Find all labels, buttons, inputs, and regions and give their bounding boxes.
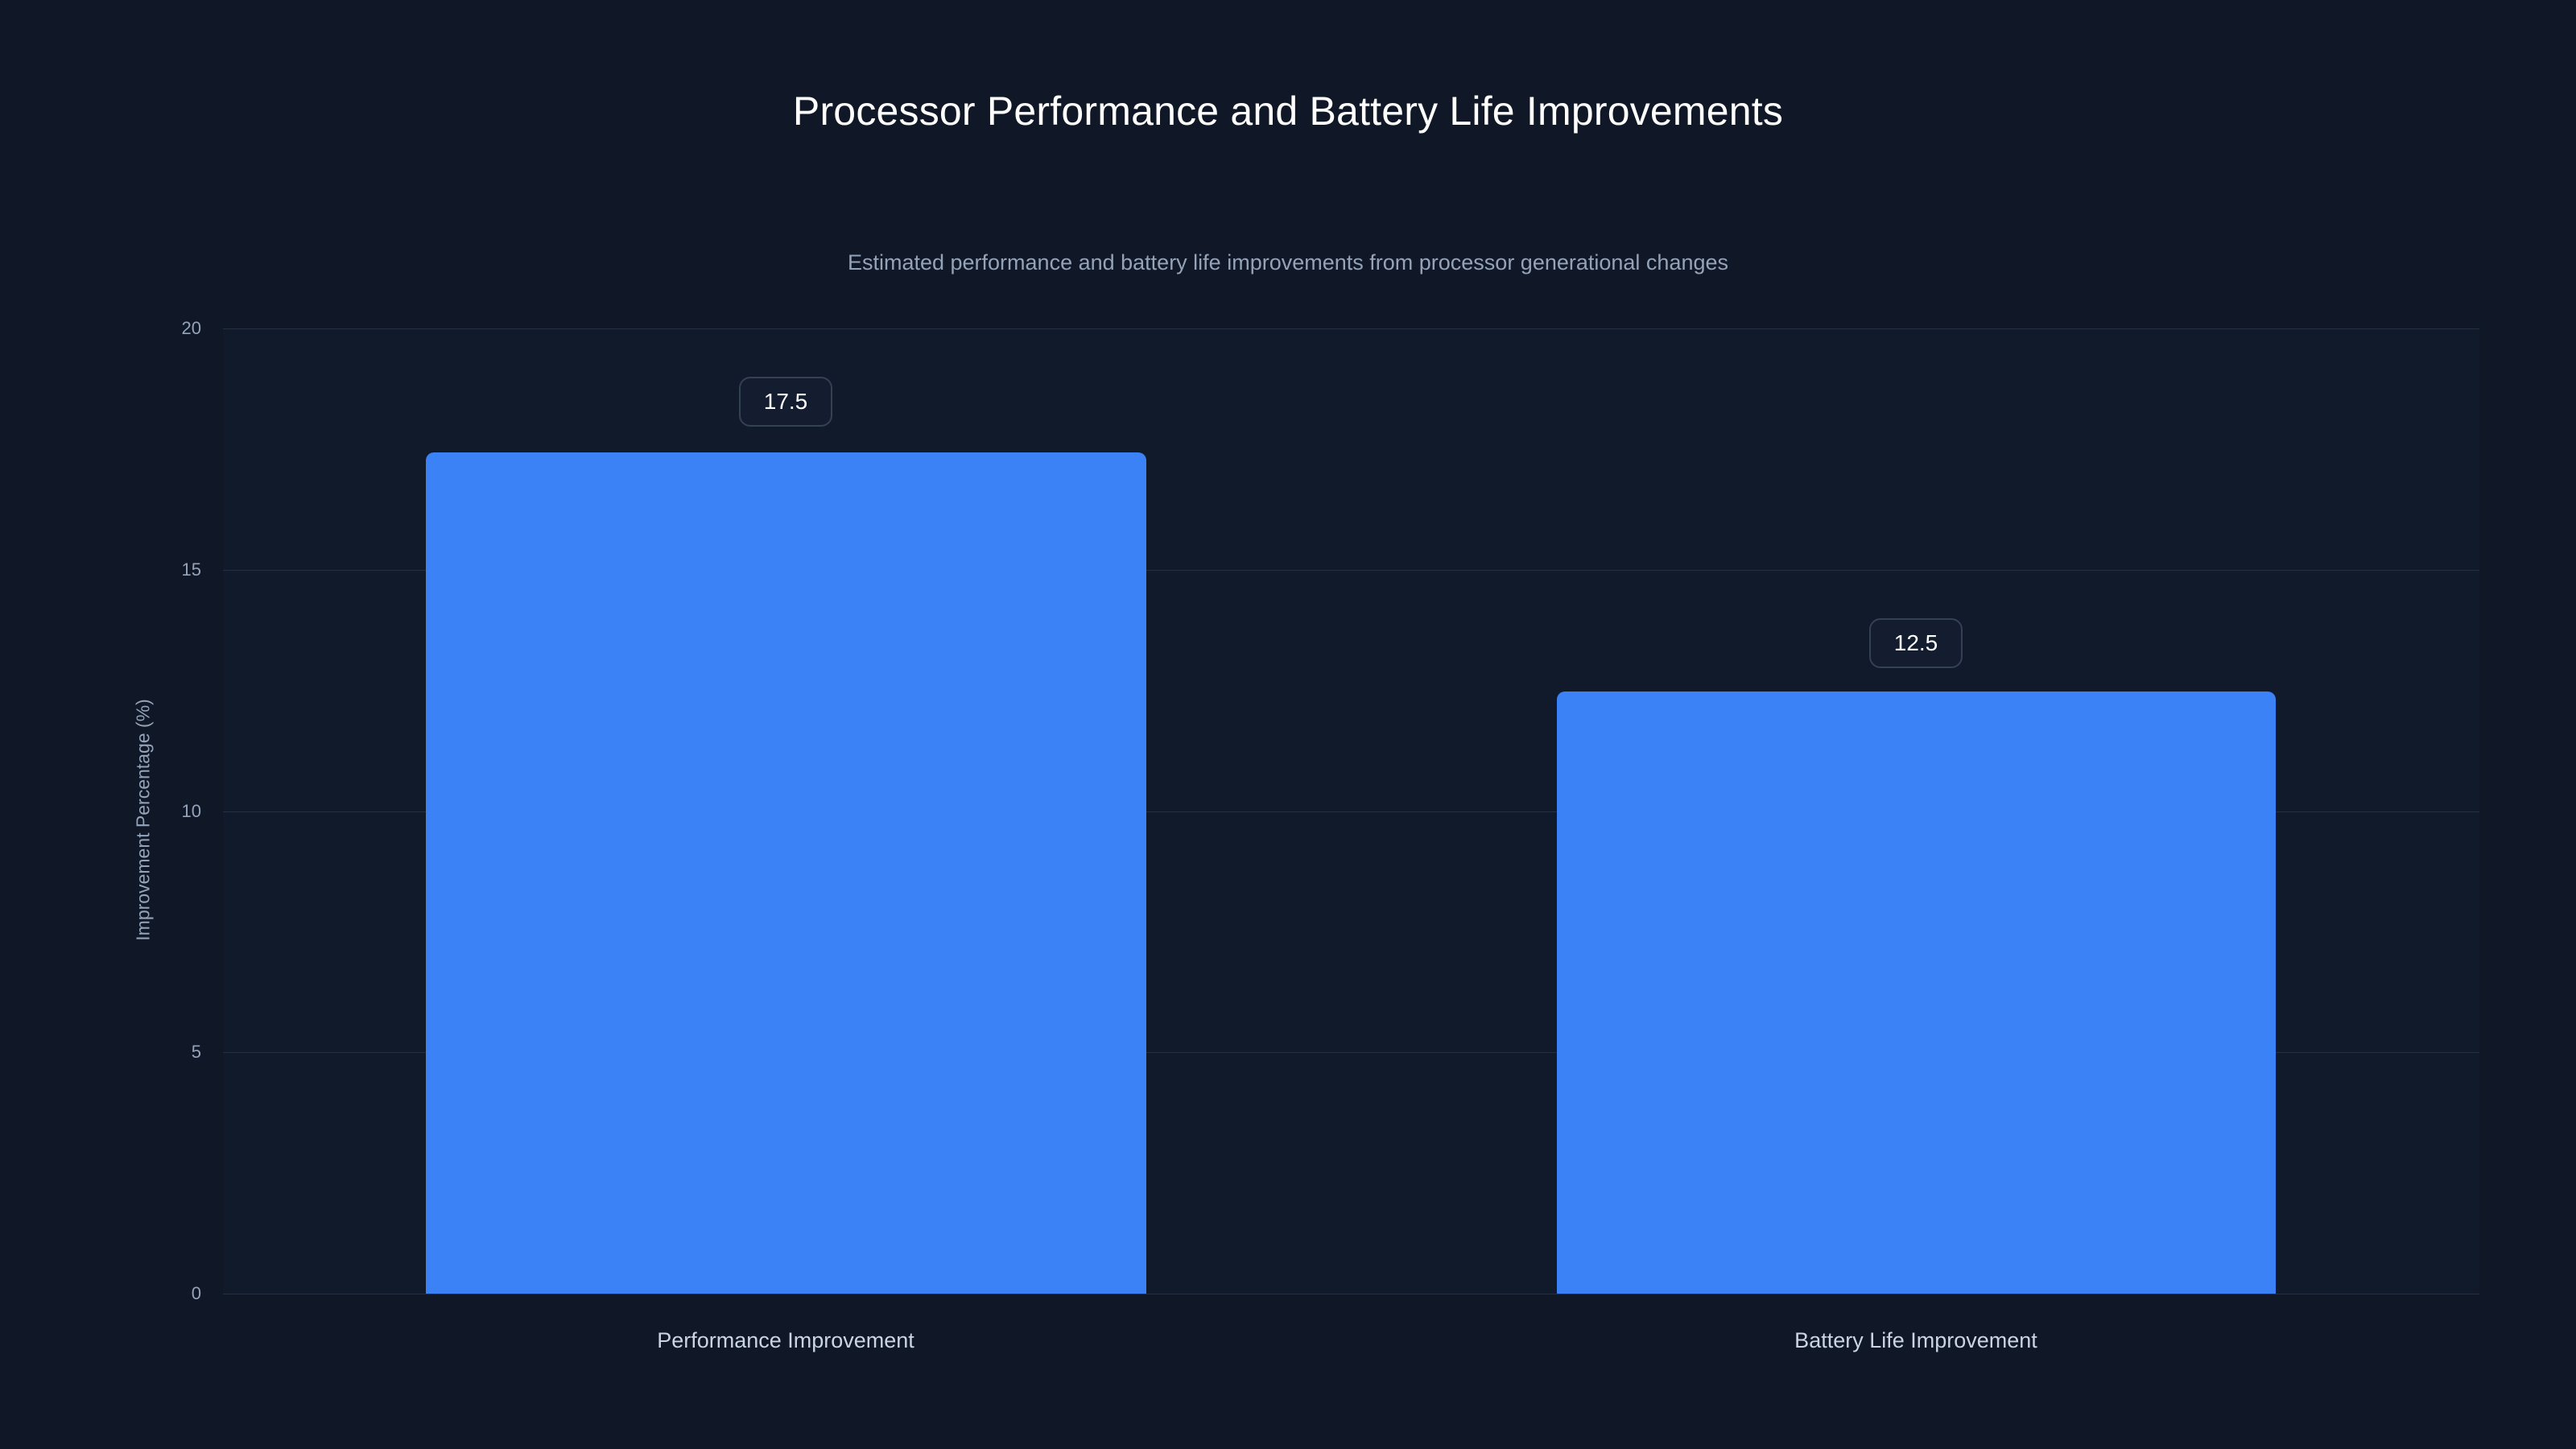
y-axis-title: Improvement Percentage (%) xyxy=(132,699,154,941)
chart-subtitle: Estimated performance and battery life i… xyxy=(847,250,1729,275)
y-axis-ticks: 20 15 10 5 0 xyxy=(113,0,201,1449)
gridline-5 xyxy=(223,1052,2479,1053)
x-tick-performance-improvement: Performance Improvement xyxy=(657,1328,914,1352)
gridline-15 xyxy=(223,570,2479,571)
bar-performance-improvement[interactable] xyxy=(426,452,1146,1294)
x-tick-battery-life-improvement: Battery Life Improvement xyxy=(1794,1328,2037,1352)
y-tick-10: 10 xyxy=(181,801,201,821)
chart-title: Processor Performance and Battery Life I… xyxy=(792,89,1784,134)
y-tick-15: 15 xyxy=(181,559,201,580)
y-tick-0: 0 xyxy=(191,1283,201,1303)
bar-battery-life-improvement[interactable] xyxy=(1557,691,2276,1294)
gridline-10 xyxy=(223,811,2479,812)
y-tick-5: 5 xyxy=(191,1042,201,1062)
gridline-20 xyxy=(223,328,2479,329)
value-label-performance-improvement: 17.5 xyxy=(739,377,832,427)
value-label-battery-life-improvement: 12.5 xyxy=(1869,618,1963,668)
y-tick-20: 20 xyxy=(181,318,201,338)
y-axis-title-host: Improvement Percentage (%) xyxy=(121,0,154,940)
